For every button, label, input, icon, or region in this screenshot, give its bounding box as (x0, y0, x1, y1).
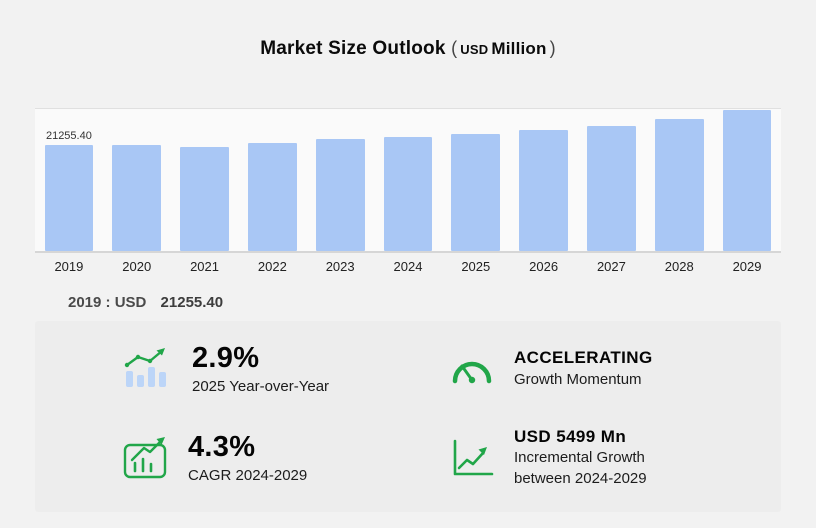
stat-cagr: 4.3% CAGR 2024-2029 (65, 427, 408, 488)
title-currency: USD (460, 42, 489, 57)
chart-x-axis-labels: 2019 2020 2021 2022 2023 2024 2025 2026 2027 2028… (35, 259, 781, 274)
bar-2024 (383, 137, 433, 251)
chart-plot-area: 21255.40 (35, 108, 781, 253)
title-unit-word: Million (491, 39, 547, 58)
x-axis-label-2027: 2027 (596, 259, 626, 274)
incremental-growth-label-line1: Incremental Growth (514, 449, 645, 467)
bar-2028 (654, 119, 704, 251)
title-paren-close: ) (549, 38, 556, 58)
kpi-panel: 2.9% 2025 Year-over-Year ACCELERATING Gr… (35, 321, 781, 512)
bar-2025 (451, 134, 501, 251)
bar-slot-2027 (578, 109, 646, 251)
stat-incremental-growth: USD 5499 Mn Incremental Growth between 2… (408, 427, 751, 488)
x-axis-label-2021: 2021 (190, 259, 219, 274)
bar-slot-2029 (713, 109, 781, 251)
yoy-growth-label: 2025 Year-over-Year (192, 378, 330, 396)
bar-2023 (315, 139, 365, 251)
first-bar-value-label: 21255.40 (45, 130, 92, 142)
chart-bars: 21255.40 (35, 109, 781, 251)
cagr-label: CAGR 2024-2029 (188, 466, 308, 484)
bar-slot-2028 (645, 109, 713, 251)
bar-2026 (519, 130, 568, 251)
market-size-bar-chart: 21255.40 2019 2020 2021 2022 2023 2024 2025 202… (35, 108, 781, 274)
bar-2019 (44, 145, 94, 251)
bar-slot-2023 (306, 109, 374, 251)
cagr-chart-icon (120, 433, 170, 481)
x-axis-label-2024: 2024 (393, 259, 423, 274)
page-title: Market Size Outlook (USD Million) (0, 38, 816, 60)
x-axis-label-2020: 2020 (122, 259, 152, 274)
bar-2020 (112, 145, 162, 251)
bar-slot-2019: 21255.40 (35, 109, 103, 251)
bar-2029 (722, 110, 772, 251)
stat-growth-momentum: ACCELERATING Growth Momentum (408, 341, 751, 397)
growth-momentum-value: ACCELERATING (514, 348, 653, 368)
title-paren-open: ( (451, 38, 458, 58)
x-axis-label-2026: 2026 (529, 259, 559, 274)
base-year-label: 2019 : USD (68, 294, 147, 311)
bar-slot-2020 (103, 109, 171, 251)
x-axis-label-2023: 2023 (325, 259, 355, 274)
cagr-value: 4.3% (188, 430, 256, 463)
growth-momentum-label: Growth Momentum (514, 371, 642, 389)
bar-2021 (180, 147, 229, 251)
bar-slot-2024 (374, 109, 442, 251)
speedometer-icon (448, 351, 496, 387)
base-year-callout: 2019 : USD 21255.40 (68, 294, 816, 311)
x-axis-label-2025: 2025 (461, 259, 491, 274)
incremental-growth-label-line2: between 2024-2029 (514, 469, 647, 487)
bar-2022 (247, 143, 297, 251)
x-axis-label-2029: 2029 (732, 259, 762, 274)
title-text: Market Size Outlook (260, 38, 446, 59)
base-year-value: 21255.40 (160, 294, 224, 311)
yoy-bars-icon (120, 345, 174, 393)
yoy-growth-value: 2.9% (192, 342, 260, 374)
bar-slot-2021 (171, 109, 239, 251)
bar-2027 (587, 126, 636, 251)
bar-slot-2025 (442, 109, 510, 251)
stat-yoy-growth: 2.9% 2025 Year-over-Year (65, 341, 408, 397)
x-axis-label-2028: 2028 (664, 259, 694, 274)
bar-slot-2022 (238, 109, 306, 251)
x-axis-label-2019: 2019 (54, 259, 84, 274)
x-axis-label-2022: 2022 (257, 259, 287, 274)
incremental-growth-icon (448, 435, 496, 479)
bar-slot-2026 (510, 109, 578, 251)
incremental-growth-value: USD 5499 Mn (514, 426, 627, 446)
